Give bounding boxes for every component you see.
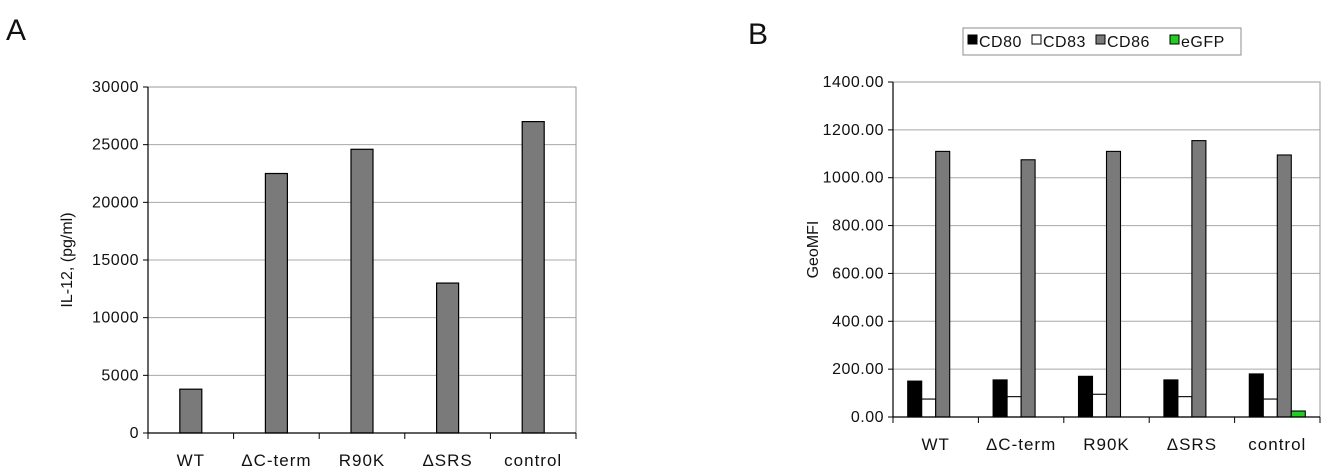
x-category-label-control: control [1248,435,1306,454]
x-category-label-r90k: R90K [339,451,386,470]
bar-cd80-r90k [1077,375,1094,418]
chart-b: CD80 CD83 CD86 eGFP 0.00 200.00 400.00 600.00 8… [805,27,1321,454]
bar-c-term [264,172,288,434]
bar-wt [179,388,203,434]
bar-r90k [350,148,374,434]
y-tick-label: 1400.00 [823,74,884,91]
y-tick-label: 20000 [92,194,139,211]
y-tick-label: 0.00 [851,409,884,426]
x-category-label-c-term: ΔC-term [986,435,1056,454]
bar-cd80-wt [907,380,923,418]
y-tick-label: 10000 [92,310,139,327]
chart-b-legend: CD80 CD83 CD86 eGFP [962,27,1242,56]
legend-label-cd86: CD86 [1107,34,1150,51]
bar-cd86-srs [1191,140,1207,418]
bar-cd86-c-term [1020,159,1036,418]
bar-cd80-c-term [992,379,1008,418]
x-category-label-r90k: R90K [1083,435,1130,454]
y-tick-label: 1000.00 [823,170,884,187]
panel-a-letter: A [6,14,26,47]
x-category-label-srs: ΔSRS [422,451,472,470]
bar-cd86-r90k [1105,150,1122,418]
x-category-label-srs: ΔSRS [1167,435,1217,454]
chart-b-x-category-labels: WT ΔC-term R90K ΔSRS control [921,435,1306,454]
y-tick-label: 25000 [92,137,139,154]
panel-b-letter: B [748,18,768,51]
y-tick-label: 800.00 [832,218,884,235]
chart-a: 0 5000 10000 15000 20000 25000 30000 WT ΔC-term… [59,79,577,470]
bar-cd83-wt [921,398,937,418]
y-tick-label: 5000 [101,367,139,384]
bar-srs [436,282,460,434]
x-category-label-wt: WT [177,451,205,470]
x-category-label-c-term: ΔC-term [241,451,311,470]
chart-b-axes [888,81,1321,423]
y-tick-label: 15000 [92,252,139,269]
bar-cd80-srs [1163,379,1179,418]
x-category-label-wt: WT [921,435,949,454]
y-tick-label: 30000 [92,79,139,96]
legend-swatch-egfp [1169,34,1180,45]
y-tick-label: 1200.00 [823,122,884,139]
legend-label-egfp: eGFP [1181,34,1225,51]
bar-egfp-control [1290,410,1306,418]
y-tick-label: 400.00 [832,313,884,330]
y-tick-label: 0 [130,425,139,442]
chart-b-bars [907,140,1306,418]
chart-b-y-tick-labels: 0.00 200.00 400.00 600.00 800.00 1000.00 1200.… [823,74,884,426]
x-category-label-control: control [504,451,562,470]
chart-a-y-axis-label: IL-12, (pg/ml) [59,212,76,307]
bar-control [521,120,545,434]
legend-label-cd83: CD83 [1043,34,1086,51]
chart-a-y-tick-labels: 0 5000 10000 15000 20000 25000 30000 [92,79,139,442]
bar-cd83-c-term [1006,396,1022,418]
legend-swatch-cd80 [967,34,978,45]
bar-cd83-control [1262,398,1278,418]
chart-a-axes [143,86,577,439]
y-tick-label: 600.00 [832,265,884,282]
y-tick-label: 200.00 [832,361,884,378]
bar-cd86-wt [935,150,951,418]
chart-a-x-category-labels: WT ΔC-term R90K ΔSRS control [177,451,562,470]
legend-swatch-cd83 [1031,34,1042,45]
legend-swatch-cd86 [1095,34,1106,45]
bar-cd86-control [1276,154,1292,418]
chart-b-y-axis-label: GeoMFI [805,221,822,279]
bar-cd83-srs [1177,396,1193,418]
chart-a-bars [179,120,545,434]
bar-cd83-r90k [1091,393,1108,418]
bar-cd80-control [1248,373,1264,418]
legend-label-cd80: CD80 [979,34,1022,51]
